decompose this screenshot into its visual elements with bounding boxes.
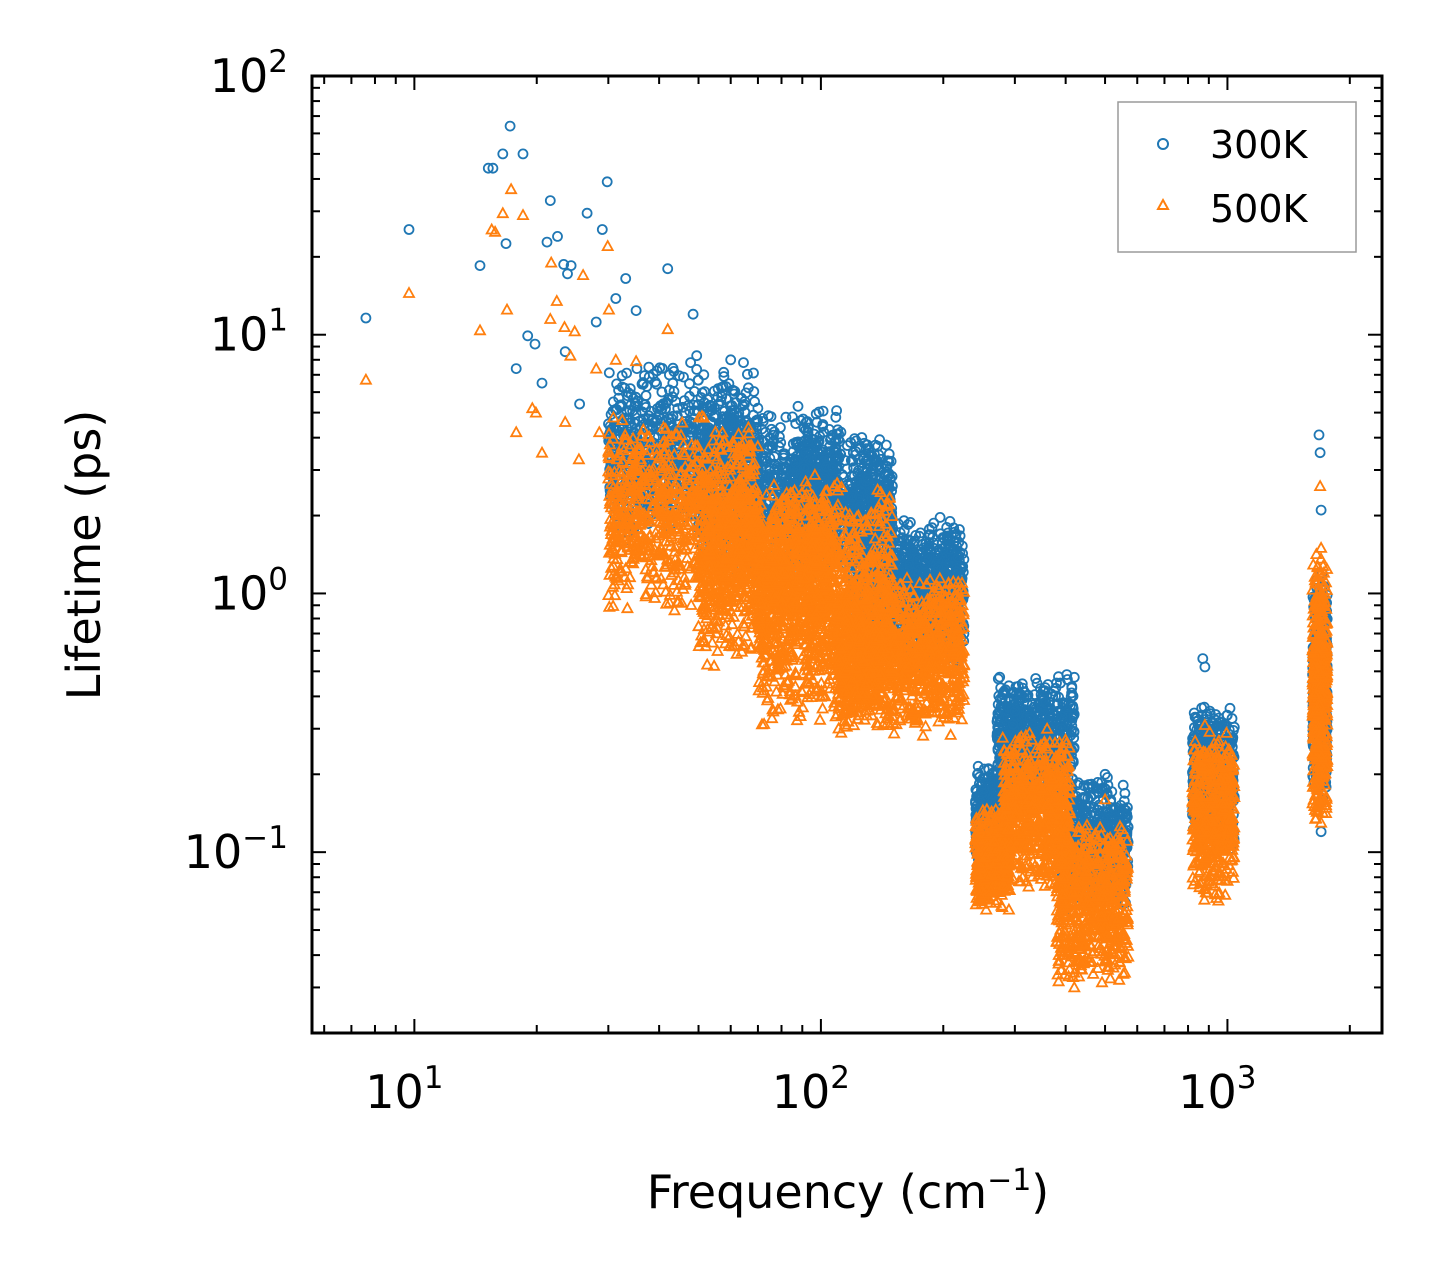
data-point-300k-727	[637, 377, 649, 388]
data-point-300k-1658	[712, 398, 724, 410]
data-point-300k-862	[613, 384, 624, 396]
data-point-300k-680	[689, 386, 700, 397]
data-point-300k-1286	[728, 420, 739, 432]
data-point-300k-1104	[733, 407, 745, 419]
data-point-300k-869	[608, 396, 619, 408]
data-point-300k-549	[624, 383, 636, 395]
data-point-300k-806	[655, 401, 666, 413]
data-point-300k-660	[736, 392, 747, 404]
data-point-300k-847	[739, 398, 750, 410]
data-point-300k-308	[684, 378, 695, 390]
data-point-300k-1501	[696, 424, 707, 436]
data-point-300k-1755	[767, 470, 778, 482]
data-point-300k-671	[679, 407, 690, 419]
data-point-300k-1338	[830, 411, 842, 423]
data-point-300k-1709	[775, 437, 787, 449]
data-point-300k-369	[715, 395, 727, 407]
data-point-300k-2078	[845, 437, 857, 448]
data-point-300k-898	[717, 381, 729, 393]
data-point-300k-545	[696, 387, 708, 399]
data-point-300k-424	[631, 363, 643, 375]
data-point-300k-1290	[779, 448, 791, 460]
data-point-300k-697	[605, 408, 617, 420]
data-point-300k-1195	[723, 409, 735, 421]
data-point-300k-1796	[758, 452, 770, 464]
data-point-300k-407	[691, 363, 703, 375]
data-point-300k-865	[664, 384, 675, 396]
data-point-300k-150	[743, 382, 754, 394]
data-point-300k-1722	[818, 426, 830, 438]
data-point-300k-1516	[765, 411, 777, 423]
data-point-300k-871	[643, 410, 655, 422]
data-point-300k-12	[685, 357, 696, 369]
data-point-300k-2209	[886, 470, 898, 482]
data-point-300k-2222	[788, 473, 800, 484]
data-point-300k-491	[742, 368, 753, 380]
data-point-300k-725	[651, 378, 662, 390]
data-point-300k-210	[692, 374, 704, 386]
data-point-300k-885	[685, 426, 697, 438]
data-point-300k-794	[729, 385, 741, 397]
data-point-300k-1372	[750, 415, 762, 426]
data-point-300k-254	[698, 369, 710, 381]
data-point-300k-511	[640, 390, 652, 402]
data-point-300k-1478	[831, 405, 842, 417]
data-point-300k-856	[631, 400, 643, 412]
data-point-300k-876	[718, 366, 730, 378]
data-point-300k-782	[695, 392, 707, 403]
data-point-300k-717	[622, 390, 634, 402]
data-point-300k-1145	[813, 406, 825, 418]
data-point-300k-534	[615, 400, 627, 412]
data-point-300k-1638	[817, 420, 828, 432]
data-point-300k-396	[748, 367, 759, 379]
data-point-300k-1654	[764, 452, 776, 464]
data-point-300k-1774	[795, 415, 807, 427]
data-point-300k-485	[718, 371, 730, 382]
data-point-300k-1695	[800, 424, 812, 436]
data-point-300k-1781	[702, 401, 713, 413]
data-point-300k-470	[656, 386, 668, 398]
data-point-300k-1674	[792, 400, 804, 412]
data-point-300k-690	[603, 367, 615, 379]
data-point-300k-1786	[760, 477, 772, 489]
data-point-300k-489	[616, 370, 628, 382]
data-point-300k-1163	[817, 405, 829, 417]
data-point-300k-757	[656, 362, 668, 374]
data-point-300k-1698	[717, 411, 728, 423]
data-point-300k-695	[643, 361, 655, 373]
data-point-300k-1747	[766, 440, 777, 452]
data-point-300k-362	[679, 395, 690, 407]
data-point-300k-120	[611, 378, 622, 390]
data-point-300k-1730	[699, 430, 711, 442]
scatter-points	[359, 120, 1334, 993]
data-point-300k-882	[647, 422, 659, 434]
data-point-300k-759	[663, 413, 674, 425]
data-point-300k-1768	[810, 408, 822, 420]
data-point-300k-1653	[725, 417, 736, 429]
data-point-300k-1499	[802, 425, 814, 437]
data-point-300k-730	[667, 362, 679, 374]
data-point-300k-204	[668, 385, 680, 397]
